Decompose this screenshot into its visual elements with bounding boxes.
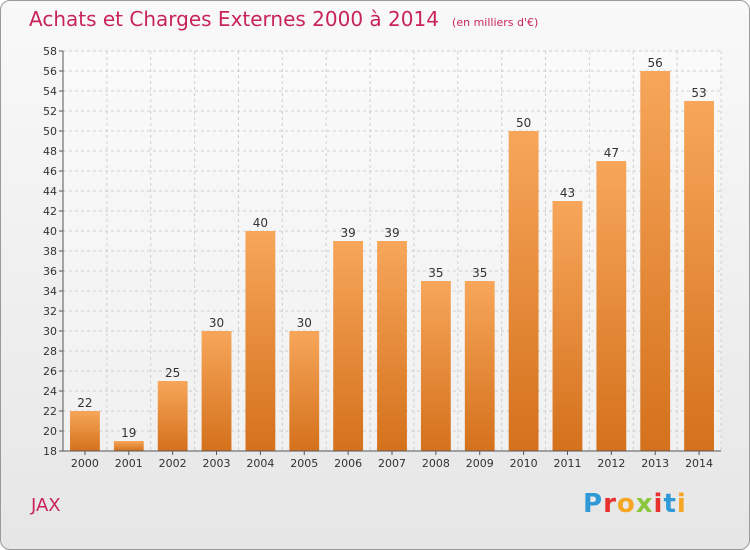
y-tick-label: 54 (43, 85, 57, 98)
bar (464, 281, 495, 451)
x-tick-label: 2002 (159, 457, 187, 470)
place-name: JAX (31, 495, 61, 516)
logo-letter: P (583, 489, 604, 519)
logo-letter: x (635, 489, 654, 519)
y-tick-label: 52 (43, 105, 57, 118)
y-tick-label: 36 (43, 265, 57, 278)
bar-value-label: 25 (165, 366, 180, 380)
bar-value-label: 22 (77, 396, 92, 410)
logo-letter: t (663, 489, 677, 519)
bar (640, 71, 671, 451)
proxiti-logo: Proxiti (583, 489, 687, 519)
x-tick-label: 2000 (71, 457, 99, 470)
x-tick-label: 2003 (203, 457, 231, 470)
bar (508, 131, 539, 451)
logo-letter: i (676, 489, 687, 519)
y-tick-label: 20 (43, 425, 57, 438)
bar (552, 201, 583, 451)
bar-layer: 22 19 25 30 40 30 39 39 35 35 50 43 47 56 53 (70, 56, 714, 451)
bar (157, 381, 188, 451)
y-tick-label: 40 (43, 225, 57, 238)
bar (201, 331, 232, 451)
bar (377, 241, 407, 451)
axis-layer: 18 20 22 24 26 28 30 32 34 36 38 40 42 44 46 48 50 52 54 56… (43, 45, 721, 470)
y-tick-label: 42 (43, 205, 57, 218)
bar (333, 241, 364, 451)
y-tick-label: 48 (43, 145, 57, 158)
logo-letter: o (616, 489, 636, 519)
bar-value-label: 43 (560, 186, 575, 200)
bar-value-label: 40 (253, 216, 268, 230)
x-tick-label: 2007 (378, 457, 406, 470)
x-tick-label: 2004 (246, 457, 274, 470)
bar (289, 331, 320, 451)
x-tick-label: 2012 (597, 457, 625, 470)
bar-value-label: 30 (297, 316, 312, 330)
bar-value-label: 50 (516, 116, 531, 130)
x-tick-label: 2001 (115, 457, 143, 470)
bar-value-label: 35 (428, 266, 443, 280)
y-tick-label: 30 (43, 325, 57, 338)
x-tick-label: 2013 (641, 457, 669, 470)
bar (113, 441, 144, 451)
title-row: Achats et Charges Externes 2000 à 2014 (… (29, 7, 538, 31)
bar-value-label: 35 (472, 266, 487, 280)
x-tick-label: 2009 (466, 457, 494, 470)
y-tick-label: 56 (43, 65, 57, 78)
bar-value-label: 53 (691, 86, 706, 100)
bar-chart: 22 19 25 30 40 30 39 39 35 35 50 43 47 56 53 18 20 22 24 2… (43, 45, 722, 470)
chart-title: Achats et Charges Externes 2000 à 2014 (29, 7, 439, 31)
bar (245, 231, 276, 451)
x-tick-label: 2006 (334, 457, 362, 470)
y-tick-label: 18 (43, 445, 57, 458)
bar-value-label: 39 (384, 226, 399, 240)
y-tick-label: 58 (43, 45, 57, 58)
y-tick-label: 34 (43, 285, 57, 298)
x-tick-label: 2008 (422, 457, 450, 470)
bar-value-label: 56 (648, 56, 663, 70)
x-tick-label: 2014 (685, 457, 713, 470)
y-tick-label: 24 (43, 385, 57, 398)
chart-subtitle: (en milliers d'€) (452, 16, 539, 29)
y-tick-label: 32 (43, 305, 57, 318)
x-tick-label: 2010 (510, 457, 538, 470)
logo-letter: i (653, 489, 664, 519)
y-tick-label: 26 (43, 365, 57, 378)
y-tick-label: 22 (43, 405, 57, 418)
y-tick-label: 38 (43, 245, 57, 258)
y-tick-label: 44 (43, 185, 57, 198)
bar-value-label: 30 (209, 316, 224, 330)
bar (596, 161, 627, 451)
y-tick-label: 46 (43, 165, 57, 178)
y-tick-label: 28 (43, 345, 57, 358)
bar (684, 101, 714, 451)
x-tick-label: 2005 (290, 457, 318, 470)
x-tick-label: 2011 (553, 457, 581, 470)
logo-letter: r (603, 489, 617, 519)
bar-value-label: 19 (121, 426, 136, 440)
bar (420, 281, 451, 451)
bar (70, 411, 100, 451)
bar-value-label: 39 (340, 226, 355, 240)
bar-value-label: 47 (604, 146, 619, 160)
y-tick-label: 50 (43, 125, 57, 138)
